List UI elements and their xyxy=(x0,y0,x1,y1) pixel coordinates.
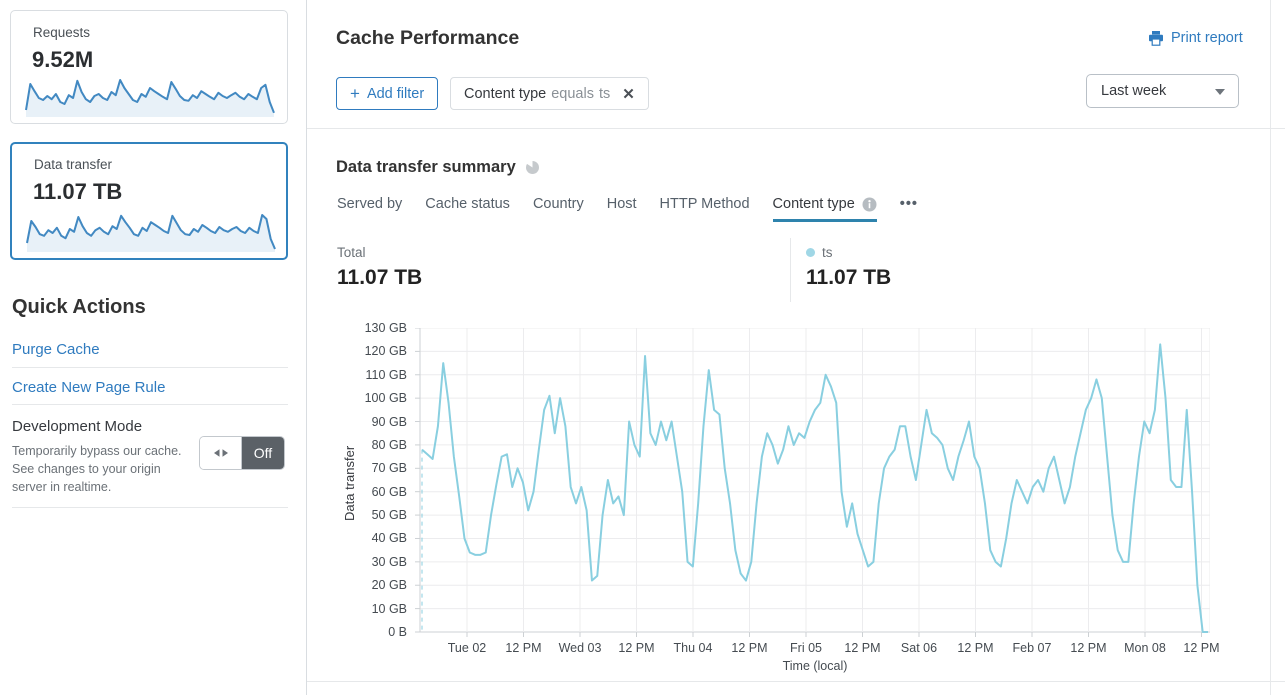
y-tick-label: 100 GB xyxy=(364,391,407,406)
sidebar-divider xyxy=(12,404,288,405)
printer-icon xyxy=(1149,30,1163,46)
sidebar-divider xyxy=(12,367,288,368)
summary-tabs: Served by Cache status Country Host HTTP Met… xyxy=(337,196,918,222)
total-label: Total xyxy=(337,245,366,260)
y-tick-label: 80 GB xyxy=(371,437,407,452)
stats-divider xyxy=(790,238,791,302)
quick-actions-title: Quick Actions xyxy=(12,296,146,318)
y-tick-label: 30 GB xyxy=(371,554,407,569)
filter-chip[interactable]: Content type equals ts ✕ xyxy=(450,77,649,110)
requests-card-label: Requests xyxy=(33,25,91,40)
print-report-label: Print report xyxy=(1171,30,1243,46)
tab-label: Country xyxy=(532,196,584,212)
page-title: Cache Performance xyxy=(336,27,520,49)
create-page-rule-link[interactable]: Create New Page Rule xyxy=(12,379,166,396)
data-transfer-card[interactable]: Data transfer 11.07 TB xyxy=(10,142,288,260)
tab-http-method[interactable]: HTTP Method xyxy=(660,196,750,222)
add-filter-label: Add filter xyxy=(366,85,425,102)
tab-served-by[interactable]: Served by xyxy=(337,196,402,222)
x-tick-label: 12 PM xyxy=(844,641,881,655)
purge-cache-link[interactable]: Purge Cache xyxy=(12,341,100,358)
remove-filter-icon[interactable]: ✕ xyxy=(622,85,635,103)
requests-sparkline-chart xyxy=(25,79,275,117)
requests-card[interactable]: Requests 9.52M xyxy=(10,10,288,124)
more-tabs-button[interactable]: ••• xyxy=(899,196,919,212)
x-tick-label: 12 PM xyxy=(1070,641,1107,655)
x-tick-label: 12 PM xyxy=(505,641,542,655)
data-transfer-card-label: Data transfer xyxy=(34,157,113,172)
x-tick-label: Fri 05 xyxy=(790,641,822,655)
plus-icon: + xyxy=(350,84,360,103)
header-divider xyxy=(307,128,1285,129)
y-tick-label: 110 GB xyxy=(365,367,407,382)
y-tick-label: 90 GB xyxy=(371,414,407,429)
y-tick-label: 130 GB xyxy=(364,321,407,335)
tab-host[interactable]: Host xyxy=(607,196,637,222)
x-tick-label: Mon 08 xyxy=(1124,641,1166,655)
toggle-arrows-icon xyxy=(200,437,242,469)
y-tick-label: 60 GB xyxy=(371,484,407,499)
time-range-value: Last week xyxy=(1101,83,1167,99)
tab-country[interactable]: Country xyxy=(533,196,584,222)
tab-label: Content type xyxy=(772,196,855,212)
x-tick-label: Feb 07 xyxy=(1012,641,1052,655)
print-report-button[interactable]: Print report xyxy=(1148,30,1243,46)
x-tick-label: Sat 06 xyxy=(900,641,938,655)
active-tab-underline xyxy=(772,219,877,222)
tab-label: Served by xyxy=(337,196,403,212)
series-legend-name: ts xyxy=(822,245,833,260)
pie-chart-icon xyxy=(525,160,539,174)
total-value: 11.07 TB xyxy=(337,266,423,289)
sidebar-main-separator xyxy=(306,0,307,695)
toggle-state-label: Off xyxy=(242,437,284,469)
x-tick-label: 12 PM xyxy=(957,641,994,655)
x-tick-label: Thu 04 xyxy=(673,641,713,655)
section-bottom-divider xyxy=(307,681,1285,682)
summary-title-text: Data transfer summary xyxy=(336,158,516,176)
x-axis-title: Time (local) xyxy=(782,659,848,673)
x-tick-label: Wed 03 xyxy=(558,641,602,655)
data-transfer-sparkline-chart xyxy=(26,214,276,252)
tab-cache-status[interactable]: Cache status xyxy=(425,196,510,222)
data-transfer-card-value: 11.07 TB xyxy=(33,179,123,204)
y-tick-label: 0 B xyxy=(388,625,407,639)
time-range-select[interactable]: Last week xyxy=(1086,74,1239,108)
series-line-ts xyxy=(421,343,1208,633)
add-filter-button[interactable]: + Add filter xyxy=(336,77,439,110)
tab-label: HTTP Method xyxy=(659,196,750,212)
y-tick-label: 70 GB xyxy=(371,461,407,476)
x-tick-label: 12 PM xyxy=(731,641,768,655)
data-transfer-line-chart[interactable] xyxy=(408,328,1210,640)
sidebar-divider xyxy=(12,507,288,508)
x-tick-label: 12 PM xyxy=(1183,641,1220,655)
tab-content-type[interactable]: Content type xyxy=(772,196,877,222)
series-legend-value: 11.07 TB xyxy=(806,266,892,289)
y-tick-label: 10 GB xyxy=(371,601,407,616)
tab-label: Host xyxy=(606,196,637,212)
scrollbar-track-edge xyxy=(1270,0,1271,695)
filter-chip-value: ts xyxy=(598,85,611,102)
x-tick-label: Tue 02 xyxy=(447,641,487,655)
y-tick-label: 20 GB xyxy=(371,578,407,593)
y-tick-label: 50 GB xyxy=(371,508,407,523)
development-mode-label: Development Mode xyxy=(12,418,143,435)
tab-label: Cache status xyxy=(425,196,510,212)
y-tick-label: 40 GB xyxy=(371,531,407,546)
filter-chip-field: Content type xyxy=(464,85,547,102)
series-legend-dot xyxy=(806,248,815,257)
requests-card-value: 9.52M xyxy=(32,47,94,72)
development-mode-toggle[interactable]: Off xyxy=(199,436,285,470)
development-mode-description: Temporarily bypass our cache. See change… xyxy=(12,444,182,494)
summary-title: Data transfer summary xyxy=(336,158,540,177)
chevron-down-icon xyxy=(1215,89,1225,95)
y-tick-label: 120 GB xyxy=(364,344,407,359)
filter-chip-operator: equals xyxy=(551,85,594,102)
x-tick-label: 12 PM xyxy=(618,641,655,655)
info-icon[interactable] xyxy=(862,197,877,212)
